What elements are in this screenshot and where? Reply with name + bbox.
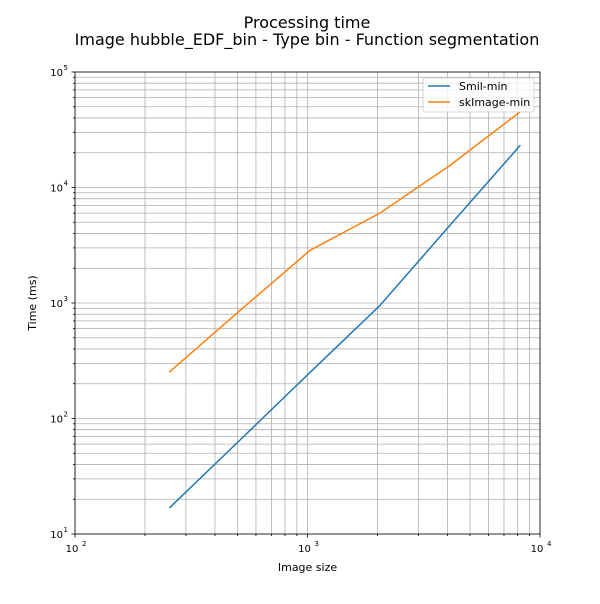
grid-layer — [74, 71, 541, 535]
x-tick-label-exponent: 4 — [547, 540, 552, 548]
x-tick-label-exponent: 2 — [82, 540, 86, 548]
x-tick-label: 10 — [66, 544, 79, 555]
legend: Smil-min skImage-min — [422, 77, 535, 113]
x-tick-label-exponent: 3 — [315, 540, 319, 548]
x-tick-label: 10 — [531, 544, 544, 555]
y-tick-label-exponent: 4 — [64, 180, 69, 188]
series-line-skimage-min — [168, 110, 521, 373]
y-tick-label-exponent: 3 — [64, 295, 68, 303]
x-tick-label: 10 — [298, 544, 311, 555]
y-axis-label: Time (ms) — [26, 275, 39, 331]
x-axis-label: Image size — [278, 561, 338, 574]
y-tick-label-exponent: 2 — [64, 411, 68, 419]
y-tick-label: 10 — [50, 68, 63, 79]
legend-box — [422, 77, 535, 113]
y-tick-label: 10 — [50, 415, 63, 426]
y-tick-label-exponent: 5 — [64, 64, 68, 72]
y-tick-label-exponent: 1 — [64, 526, 68, 534]
y-tick-label: 10 — [50, 299, 63, 310]
tick-layer — [71, 71, 541, 538]
y-tick-label: 10 — [50, 184, 63, 195]
legend-label-skimage-min: skImage-min — [459, 96, 530, 109]
y-tick-label: 10 — [50, 530, 63, 541]
tick-label-layer: 10 2 10 3 10 410 110 210 310 410 5 — [50, 64, 552, 555]
chart-subtitle: Image hubble_EDF_bin - Type bin - Functi… — [75, 30, 540, 50]
series-line-smil-min — [168, 144, 521, 509]
series-layer — [168, 110, 521, 509]
chart-title: Processing time — [244, 13, 371, 32]
legend-label-smil-min: Smil-min — [459, 80, 508, 93]
